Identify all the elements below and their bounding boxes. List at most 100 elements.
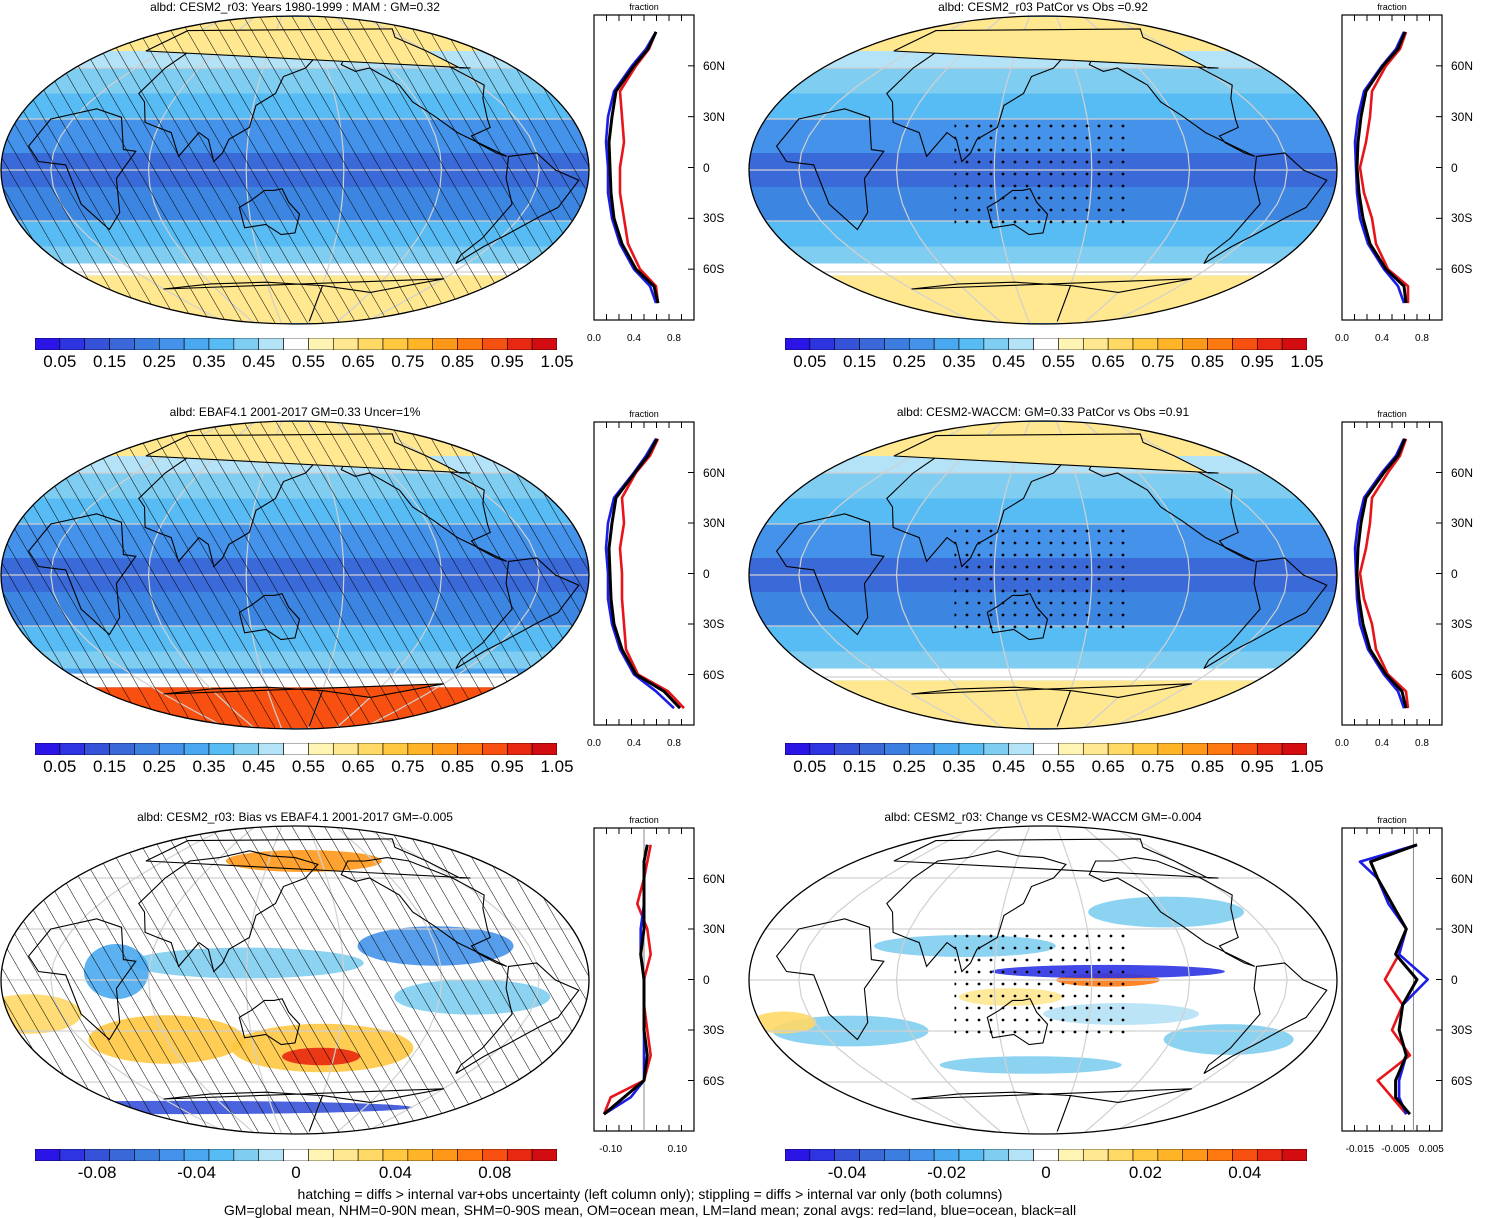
colorbar-swatch — [332, 338, 359, 350]
colorbar-swatch — [785, 338, 811, 350]
colorbar-labels: -0.04 -0.02 0 0.02 0.04 — [785, 1163, 1307, 1185]
map-outline — [748, 825, 1338, 1135]
colorbar-swatch — [258, 338, 284, 350]
colorbar-swatch — [407, 743, 434, 755]
zonal-mean-plot — [593, 14, 695, 321]
lat-tick-label: 60N — [703, 871, 726, 886]
colorbar-swatch — [308, 743, 334, 755]
colorbar-tick-label: 0.25 — [892, 757, 926, 776]
map-plot — [0, 825, 590, 1135]
zonal-x-tick-label: 0.8 — [1415, 333, 1429, 344]
map-outline — [0, 825, 590, 1135]
colorbar-labels: -0.08 -0.04 0 0.04 0.08 — [35, 1163, 557, 1185]
colorbar-swatch — [1107, 338, 1134, 350]
colorbar-swatch — [785, 743, 811, 755]
stippling-overlay — [954, 929, 1132, 1038]
continent-outline-antarctica — [911, 278, 1192, 322]
colorbar-swatch — [1132, 743, 1159, 755]
colorbar-swatch — [482, 743, 508, 755]
colorbar-swatch — [407, 1149, 434, 1161]
colorbar-swatch — [933, 1149, 960, 1161]
colorbar-swatch — [357, 338, 384, 350]
colorbar-tick-label: 0.08 — [478, 1163, 512, 1182]
lat-tick-label: 60S — [1451, 1073, 1473, 1088]
colorbar-tick-label: 0.95 — [1240, 352, 1274, 371]
map-plot — [748, 825, 1338, 1135]
colorbar-tick-label: 0 — [1041, 1163, 1051, 1182]
colorbar-swatch — [134, 743, 160, 755]
colorbar-labels: 0.05 0.15 0.25 0.35 0.45 0.55 0.65 0.75 0.85 0.95… — [35, 352, 573, 374]
colorbar-tick-label: 0.85 — [441, 352, 475, 371]
lat-tick-label: 30S — [703, 617, 725, 631]
colorbar-swatch — [183, 1149, 210, 1161]
colorbar-swatch — [1157, 1149, 1184, 1161]
lat-tick-label: 0 — [1451, 160, 1458, 175]
zonal-x-tick-label: 0.005 — [1418, 1144, 1444, 1155]
lat-tick-label: 0 — [1451, 566, 1458, 581]
colorbar-swatch — [1232, 338, 1258, 350]
colorbar-tick-label: 0.05 — [793, 757, 827, 776]
colorbar-swatch — [432, 1149, 458, 1161]
colorbar-swatch — [1182, 338, 1208, 350]
colorbar-swatch — [183, 743, 210, 755]
lat-tick-label: 0 — [703, 566, 710, 581]
colorbar-tick-label: 0.95 — [490, 352, 524, 371]
zonal-unit-label: fraction — [629, 409, 659, 419]
panel-title: albd: CESM2_r03: Years 1980-1999 : MAM :… — [150, 0, 440, 14]
colorbar-tick-label: 0.04 — [378, 1163, 412, 1182]
zonal-line-ocean — [603, 844, 649, 1116]
continent-outline-africa — [775, 108, 885, 231]
colorbar-swatch — [1157, 338, 1184, 350]
hatching-overlay — [1, 421, 589, 729]
continent-outline-greenland — [893, 28, 1219, 69]
colorbar-tick-label: 0.95 — [490, 757, 524, 776]
panel-title: albd: CESM2_r03: Change vs CESM2-WACCM G… — [884, 810, 1202, 824]
colorbar-swatch — [1182, 1149, 1208, 1161]
colorbar-swatch — [983, 743, 1010, 755]
colorbar-swatch — [382, 338, 409, 350]
colorbar-tick-label: 1.05 — [540, 757, 574, 776]
colorbar-swatch — [158, 338, 185, 350]
colorbar-swatch — [1107, 1149, 1134, 1161]
colorbar-swatch — [1182, 743, 1208, 755]
colorbar-swatch — [859, 1149, 885, 1161]
colorbar-swatch — [183, 338, 210, 350]
footer-note-hatching: hatching = diffs > internal var+obs unce… — [297, 1186, 1003, 1202]
colorbar-swatch — [233, 338, 260, 350]
colorbar-swatch — [1256, 1149, 1283, 1161]
colorbar-swatch — [884, 743, 910, 755]
continent-outline-africa — [775, 918, 885, 1041]
colorbar-swatch — [1033, 1149, 1059, 1161]
lat-tick-label: 30S — [703, 1023, 725, 1037]
zonal-x-tick-label: -0.005 — [1381, 1144, 1410, 1155]
colorbar-swatch — [432, 743, 458, 755]
colorbar-swatch — [531, 743, 557, 755]
colorbar-swatch — [1207, 743, 1233, 755]
colorbar-tick-label: 0.55 — [1041, 757, 1075, 776]
colorbar-tick-label: 0.45 — [992, 352, 1026, 371]
map-plot — [748, 420, 1338, 730]
continent-outline-samerica — [1203, 152, 1328, 264]
colorbar-swatch — [35, 743, 61, 755]
colorbar-labels: 0.05 0.15 0.25 0.35 0.45 0.55 0.65 0.75 0.85 0.95… — [35, 757, 573, 779]
colorbar-tick-label: 0.65 — [341, 352, 375, 371]
stippling-overlay — [954, 524, 1132, 633]
panel-title: albd: CESM2_r03: Bias vs EBAF4.1 2001-20… — [137, 810, 453, 824]
map-plot — [748, 15, 1338, 325]
colorbar-swatch — [958, 338, 985, 350]
colorbar-swatch — [859, 743, 885, 755]
colorbar-tick-label: -0.08 — [77, 1163, 117, 1182]
colorbar-swatch — [35, 1149, 61, 1161]
lat-tick-label: 30S — [1451, 617, 1473, 631]
zonal-x-tick-label: 0.0 — [587, 333, 601, 344]
colorbar-swatch — [84, 1149, 110, 1161]
colorbar-tick-label: 0.55 — [1041, 352, 1075, 371]
zonal-mean-plot — [593, 827, 695, 1132]
colorbar-swatch — [933, 743, 960, 755]
colorbar-swatch — [506, 1149, 533, 1161]
colorbar-swatch — [1281, 1149, 1307, 1161]
colorbar-tick-label: 0.15 — [93, 352, 127, 371]
colorbar-tick-label: 0.15 — [843, 352, 877, 371]
zonal-x-tick-label: 0.0 — [1335, 333, 1349, 344]
colorbar-swatch — [457, 338, 483, 350]
